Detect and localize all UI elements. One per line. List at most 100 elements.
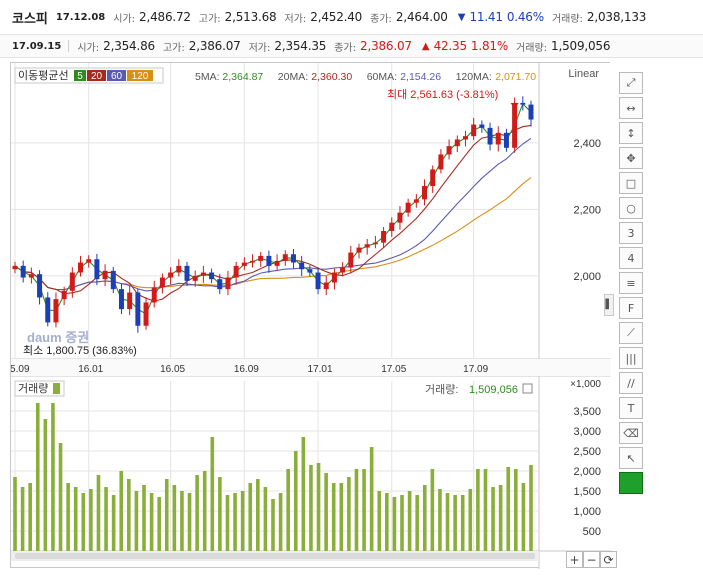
- volume-bar: [104, 487, 108, 551]
- volume-bar: [240, 491, 245, 551]
- pointer-tool-button[interactable]: ↖: [619, 447, 643, 469]
- bars-tool-button[interactable]: |||: [619, 347, 643, 369]
- volume-bar: [377, 491, 382, 551]
- volume-bar: [293, 451, 298, 551]
- volume-bar: [134, 491, 139, 551]
- fibonacci-icon: F: [627, 301, 635, 315]
- line3-tool-button[interactable]: 3: [619, 222, 643, 244]
- volume-bar: [202, 471, 207, 551]
- vertical-arrow-icon: ↕: [626, 126, 636, 140]
- candle-body: [290, 254, 296, 263]
- volume-bar: [271, 499, 275, 551]
- volume-bar: [347, 477, 351, 551]
- candle-body: [274, 260, 280, 266]
- volume-bar: [498, 485, 503, 551]
- volume-bar: [506, 467, 511, 551]
- ma-readout-value: 2,154.26: [400, 71, 441, 83]
- ma-legend-title: 이동평균선: [18, 69, 69, 82]
- ma-readout-label: 20MA:: [278, 71, 308, 83]
- ma20-line: [14, 124, 532, 302]
- chart-canvas[interactable]: 2,000 2,200 2,400 15.09 16.01 16.05 16.09 17.01…: [11, 63, 611, 569]
- eraser-tool-button[interactable]: ⌫: [619, 422, 643, 444]
- bars-icon: |||: [625, 351, 637, 365]
- cursor-high-value: 2,386.07: [188, 39, 241, 53]
- diagonal-arrow-tool-button[interactable]: ⤢: [619, 72, 643, 94]
- diagonal-arrow-icon: ⤢: [626, 76, 636, 89]
- volume-bar: [248, 483, 253, 551]
- horizontal-arrow-tool-button[interactable]: ↔: [619, 97, 643, 119]
- line4-tool-button[interactable]: 4: [619, 247, 643, 269]
- candle-body: [462, 136, 468, 140]
- date-tick-label: 15.09: [11, 364, 30, 375]
- volume-tick-label: 3,000: [573, 426, 601, 438]
- vertical-arrow-tool-button[interactable]: ↕: [619, 122, 643, 144]
- volume-bar: [127, 479, 131, 551]
- candle-body: [28, 274, 34, 278]
- parallel-lines-tool-button[interactable]: //: [619, 372, 643, 394]
- volume-bar: [369, 447, 374, 551]
- refresh-icon: ⟳: [603, 552, 614, 567]
- color-picker-button[interactable]: [619, 472, 643, 494]
- rectangle-tool-button[interactable]: □: [619, 172, 643, 194]
- volume-bar: [142, 485, 146, 551]
- cursor-volume-value: 1,509,056: [551, 39, 611, 53]
- candle-body: [413, 199, 419, 203]
- candle-body: [372, 242, 378, 245]
- candle-body: [528, 104, 534, 120]
- channel-tool-button[interactable]: ≡: [619, 272, 643, 294]
- volume-bar: [35, 403, 40, 551]
- candle-body: [405, 202, 411, 213]
- candle-body: [241, 262, 247, 266]
- candle-body: [86, 259, 92, 263]
- ma-legend-swatch: [107, 70, 126, 81]
- volume-bar: [164, 479, 169, 551]
- candle-body: [225, 277, 231, 290]
- refresh-button[interactable]: ⟳: [600, 551, 617, 568]
- candle-body: [495, 132, 501, 145]
- scrollbar-thumb: [15, 553, 535, 559]
- volume-legend-box: [14, 380, 65, 397]
- volume-bar: [301, 437, 306, 551]
- candle-body: [217, 279, 223, 290]
- collapse-panel-button[interactable]: ▌: [604, 294, 614, 316]
- volume-bar: [89, 489, 93, 551]
- volume-bar: [392, 497, 397, 551]
- volume-bar: [476, 469, 480, 551]
- max-annotation: 최대 2,561.63 (-3.81%): [387, 88, 498, 101]
- fibonacci-tool-button[interactable]: F: [619, 297, 643, 319]
- candle-body: [258, 255, 264, 261]
- zoom-out-button[interactable]: −: [583, 551, 600, 568]
- candle-body: [340, 267, 346, 273]
- circle-tool-button[interactable]: ○: [619, 197, 643, 219]
- candle-body: [209, 272, 215, 280]
- candle-body: [479, 124, 485, 128]
- candle-body: [438, 154, 444, 170]
- ma60-line: [14, 137, 532, 292]
- change-down-icon: ▼: [457, 11, 466, 23]
- candle-body: [512, 102, 518, 148]
- trend-line-tool-button[interactable]: ⟋: [619, 322, 643, 344]
- volume-bar: [73, 487, 78, 551]
- volume-bar: [468, 489, 473, 551]
- volume-bar: [66, 483, 70, 551]
- volume-tick-label: 3,500: [573, 406, 601, 418]
- separator: [68, 40, 70, 52]
- candle-body: [102, 270, 108, 280]
- chart-frame[interactable]: 2,000 2,200 2,400 15.09 16.01 16.05 16.09 17.01…: [10, 62, 611, 569]
- move-cross-tool-button[interactable]: ✥: [619, 147, 643, 169]
- volume-bar: [210, 437, 215, 551]
- volume-bar: [149, 493, 154, 551]
- volume-bar: [445, 493, 450, 551]
- volume-bar: [400, 495, 404, 551]
- zoom-in-button[interactable]: +: [566, 551, 583, 568]
- volume-readout-value: 1,509,056: [469, 384, 518, 396]
- volume-tick-label: 2,000: [573, 466, 601, 478]
- text-tool-tool-button[interactable]: T: [619, 397, 643, 419]
- volume-bar: [81, 493, 86, 551]
- volume-bar: [316, 463, 321, 551]
- volume-bar: [491, 487, 495, 551]
- cursor-low-value: 2,354.35: [274, 39, 327, 53]
- volume-bar: [339, 483, 344, 551]
- candle-body: [389, 222, 395, 231]
- cursor-change-percent: 1.81%: [470, 39, 509, 53]
